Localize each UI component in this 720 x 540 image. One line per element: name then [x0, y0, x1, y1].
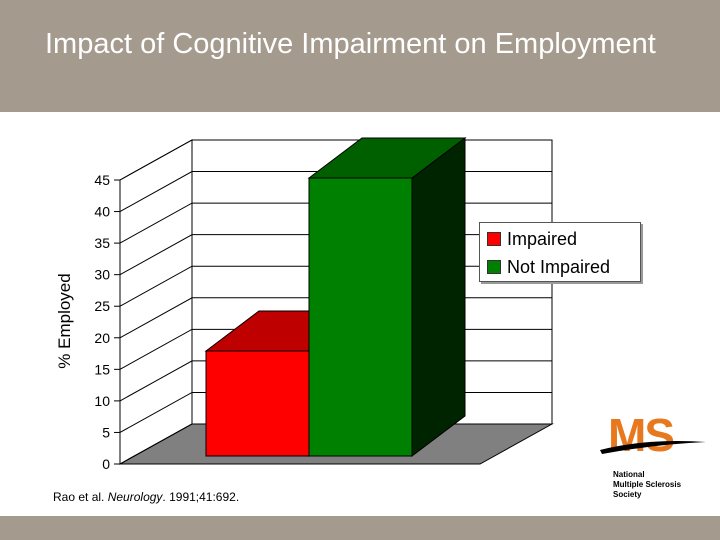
legend-item-not-impaired: Not Impaired	[487, 256, 610, 278]
y-tick-label: 25	[94, 298, 110, 314]
y-tick-label: 10	[94, 393, 110, 409]
slide-title: Impact of Cognitive Impairment on Employ…	[45, 28, 656, 60]
chart-side-wall	[119, 139, 193, 465]
y-tick-label: 15	[94, 361, 110, 377]
logo-text-line3: Society	[613, 490, 642, 499]
logo-text-line2: Multiple Sclerosis	[613, 480, 682, 489]
nmss-logo: MS National Multiple Sclerosis Society	[598, 409, 708, 514]
y-tick-label: 5	[102, 424, 110, 440]
citation-journal: Neurology	[107, 490, 163, 504]
logo-text: National Multiple Sclerosis Society	[613, 470, 681, 500]
legend-swatch-impaired	[487, 232, 501, 246]
y-tick-label: 40	[94, 204, 110, 220]
logo-mark: MS	[608, 409, 675, 461]
logo-text-line1: National	[613, 470, 645, 479]
legend-item-impaired: Impaired	[487, 228, 577, 250]
y-tick-label: 0	[102, 456, 110, 472]
y-tick-label: 20	[94, 330, 110, 346]
bar-not-impaired	[308, 177, 413, 457]
citation: Rao et al. Neurology. 1991;41:692.	[53, 490, 239, 504]
legend-label-impaired: Impaired	[507, 228, 578, 249]
chart-legend: Impaired Not Impaired	[479, 222, 641, 282]
logo-swoosh	[600, 441, 706, 454]
y-tick-label: 35	[94, 235, 110, 251]
slide-content: 0 5 10 15 20 25 30 35 40 45 % Employed	[0, 112, 720, 516]
y-tick-label: 30	[94, 267, 110, 283]
bar-chart: 0 5 10 15 20 25 30 35 40 45 % Employed	[55, 136, 554, 472]
y-axis-label: % Employed	[55, 273, 74, 368]
citation-details: . 1991;41:692.	[162, 490, 240, 504]
y-tick-label: 45	[94, 172, 110, 188]
bar-side-not-impaired	[411, 136, 466, 458]
citation-authors: Rao et al.	[53, 490, 105, 504]
legend-label-not-impaired: Not Impaired	[507, 256, 611, 277]
slide-header: Impact of Cognitive Impairment on Employ…	[0, 0, 720, 102]
bar-impaired	[205, 350, 310, 457]
legend-swatch-not-impaired	[487, 260, 501, 274]
